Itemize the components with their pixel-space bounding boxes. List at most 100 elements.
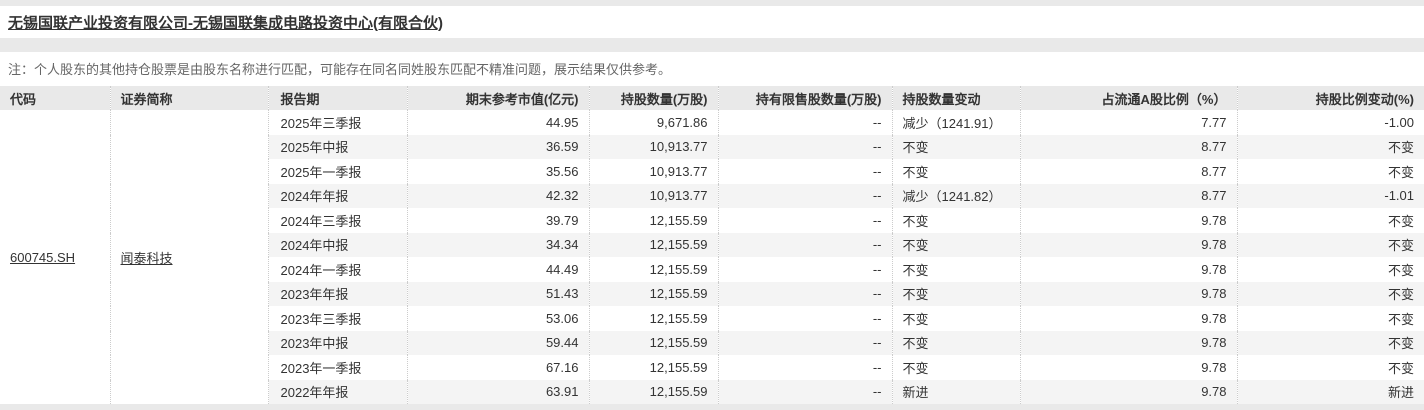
market-value-cell: 51.43: [406, 281, 589, 306]
float-ratio-cell: 9.78: [1019, 355, 1237, 380]
shares-cell: 10,913.77: [588, 183, 718, 208]
restricted-shares-cell: --: [717, 330, 892, 355]
table-row: 2023年年报 51.43 12,155.59 -- 不变 9.78 不变: [0, 281, 1424, 306]
table-row: 2024年年报 42.32 10,913.77 -- 减少（1241.82） 8.77 -1…: [0, 183, 1424, 208]
table-row: 600745.SH 闻泰科技 2025年三季报 44.95 9,671.86 -- 减少（1…: [0, 110, 1424, 404]
shares-cell: 12,155.59: [588, 208, 718, 233]
report-period-cell: 2023年一季报: [267, 355, 407, 380]
ratio-change-cell: -1.00: [1236, 110, 1424, 135]
restricted-shares-cell: --: [717, 379, 892, 404]
table-row: 2025年中报 36.59 10,913.77 -- 不变 8.77 不变: [0, 134, 1424, 159]
shares-change-cell: 减少（1241.91）: [891, 110, 1020, 135]
shares-cell: 12,155.59: [588, 330, 718, 355]
shares-cell: 12,155.59: [588, 257, 718, 282]
report-period-cell: 2023年三季报: [267, 306, 407, 331]
table-row: 2023年一季报 67.16 12,155.59 -- 不变 9.78 不变: [0, 355, 1424, 380]
restricted-shares-cell: --: [717, 306, 892, 331]
float-ratio-cell: 8.77: [1019, 134, 1237, 159]
report-period-cell: 2025年三季报: [267, 110, 407, 135]
holdings-table: 代码 证券简称 报告期 期末参考市值(亿元) 持股数量(万股) 持有限售股数量(万股) 持股…: [0, 86, 1424, 404]
ratio-change-cell: 不变: [1236, 159, 1424, 184]
shares-change-cell: 新进: [891, 379, 1020, 404]
shares-cell: 12,155.59: [588, 379, 718, 404]
shares-cell: 12,155.59: [588, 232, 718, 257]
header-cell: 持有限售股数量(万股): [717, 86, 892, 110]
market-value-cell: 34.34: [406, 232, 589, 257]
ratio-change-cell: 不变: [1236, 208, 1424, 233]
report-period-cell: 2023年年报: [267, 281, 407, 306]
shares-change-cell: 不变: [891, 257, 1020, 282]
restricted-shares-cell: --: [717, 355, 892, 380]
restricted-shares-cell: --: [717, 208, 892, 233]
ratio-change-cell: 新进: [1236, 379, 1424, 404]
float-ratio-cell: 8.77: [1019, 159, 1237, 184]
shares-change-cell: 不变: [891, 232, 1020, 257]
shares-cell: 10,913.77: [588, 134, 718, 159]
restricted-shares-cell: --: [717, 110, 892, 135]
market-value-cell: 59.44: [406, 330, 589, 355]
header-cell: 持股数量(万股): [588, 86, 718, 110]
report-period-cell: 2024年年报: [267, 183, 407, 208]
market-value-cell: 44.49: [406, 257, 589, 282]
ratio-change-cell: 不变: [1236, 257, 1424, 282]
shares-change-cell: 不变: [891, 281, 1020, 306]
table-body: 600745.SH 闻泰科技 2025年三季报 44.95 9,671.86 -- 减少（1…: [0, 110, 1424, 404]
shares-cell: 12,155.59: [588, 355, 718, 380]
ratio-change-cell: -1.01: [1236, 183, 1424, 208]
float-ratio-cell: 9.78: [1019, 330, 1237, 355]
market-value-cell: 36.59: [406, 134, 589, 159]
ratio-change-cell: 不变: [1236, 281, 1424, 306]
shares-change-cell: 不变: [891, 306, 1020, 331]
market-value-cell: 44.95: [406, 110, 589, 135]
shares-change-cell: 不变: [891, 208, 1020, 233]
report-period-cell: 2022年年报: [267, 379, 407, 404]
shares-change-cell: 不变: [891, 330, 1020, 355]
shares-cell: 9,671.86: [588, 110, 718, 135]
float-ratio-cell: 9.78: [1019, 232, 1237, 257]
shares-cell: 12,155.59: [588, 306, 718, 331]
market-value-cell: 42.32: [406, 183, 589, 208]
disclaimer-note: 注：个人股东的其他持仓股票是由股东名称进行匹配，可能存在同名同姓股东匹配不精准问…: [8, 62, 672, 77]
holdings-panel: 注：个人股东的其他持仓股票是由股东名称进行匹配，可能存在同名同姓股东匹配不精准问…: [0, 52, 1424, 404]
shares-change-cell: 不变: [891, 355, 1020, 380]
header-cell: 持股比例变动(%): [1236, 86, 1424, 110]
float-ratio-cell: 9.78: [1019, 306, 1237, 331]
header-cell: 报告期: [267, 86, 407, 110]
market-value-cell: 67.16: [406, 355, 589, 380]
ratio-change-cell: 不变: [1236, 232, 1424, 257]
header-cell: 证券简称: [109, 86, 268, 110]
table-row: 2023年中报 59.44 12,155.59 -- 不变 9.78 不变: [0, 330, 1424, 355]
table-row: 2024年中报 34.34 12,155.59 -- 不变 9.78 不变: [0, 232, 1424, 257]
market-value-cell: 63.91: [406, 379, 589, 404]
table-row: 2025年一季报 35.56 10,913.77 -- 不变 8.77 不变: [0, 159, 1424, 184]
restricted-shares-cell: --: [717, 134, 892, 159]
float-ratio-cell: 9.78: [1019, 208, 1237, 233]
ratio-change-cell: 不变: [1236, 330, 1424, 355]
table-header-row: 代码 证券简称 报告期 期末参考市值(亿元) 持股数量(万股) 持有限售股数量(万股) 持股…: [0, 86, 1424, 110]
shares-change-cell: 不变: [891, 159, 1020, 184]
table-row: 2024年三季报 39.79 12,155.59 -- 不变 9.78 不变: [0, 208, 1424, 233]
float-ratio-cell: 7.77: [1019, 110, 1237, 135]
table-row: 2024年一季报 44.49 12,155.59 -- 不变 9.78 不变: [0, 257, 1424, 282]
fund-title-link[interactable]: 无锡国联产业投资有限公司-无锡国联集成电路投资中心(有限合伙): [8, 14, 443, 32]
title-bar: 无锡国联产业投资有限公司-无锡国联集成电路投资中心(有限合伙): [0, 6, 1424, 38]
report-period-cell: 2025年一季报: [267, 159, 407, 184]
header-cell: 期末参考市值(亿元): [406, 86, 589, 110]
restricted-shares-cell: --: [717, 281, 892, 306]
report-period-cell: 2024年三季报: [267, 208, 407, 233]
report-period-cell: 2024年一季报: [267, 257, 407, 282]
restricted-shares-cell: --: [717, 159, 892, 184]
header-cell: 占流通A股比例（%）: [1019, 86, 1237, 110]
float-ratio-cell: 9.78: [1019, 257, 1237, 282]
shares-cell: 10,913.77: [588, 159, 718, 184]
shares-change-cell: 不变: [891, 134, 1020, 159]
stock-code-link[interactable]: 600745.SH: [10, 249, 76, 265]
report-period-cell: 2024年中报: [267, 232, 407, 257]
restricted-shares-cell: --: [717, 183, 892, 208]
table-row: 2022年年报 63.91 12,155.59 -- 新进 9.78 新进: [0, 379, 1424, 404]
stock-name-link[interactable]: 闻泰科技: [120, 250, 173, 266]
shares-change-cell: 减少（1241.82）: [891, 183, 1020, 208]
market-value-cell: 35.56: [406, 159, 589, 184]
float-ratio-cell: 8.77: [1019, 183, 1237, 208]
report-period-cell: 2023年中报: [267, 330, 407, 355]
